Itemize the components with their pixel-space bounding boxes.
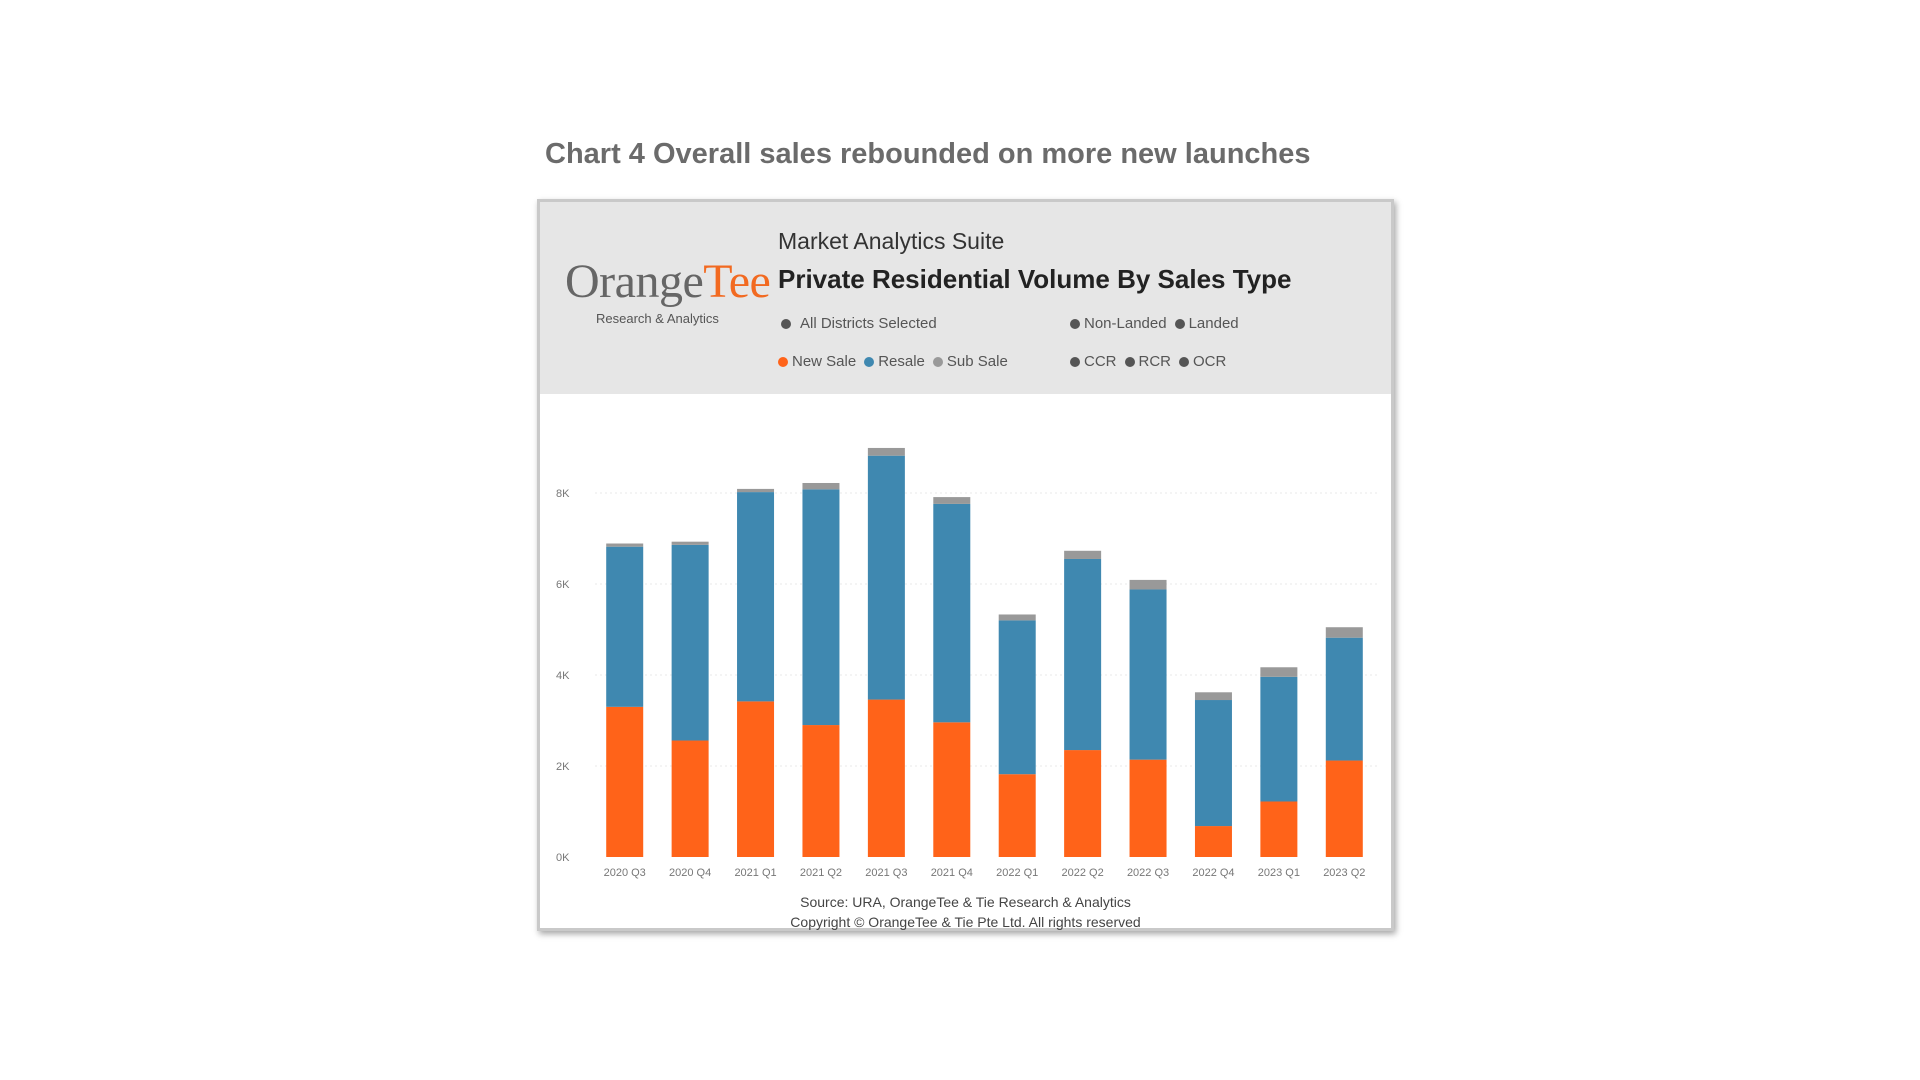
x-tick-label: 2021 Q2 bbox=[800, 867, 842, 879]
x-tick-label: 2021 Q4 bbox=[931, 867, 973, 879]
filter-ccr-dot-icon bbox=[1070, 356, 1080, 367]
bar-new-sale[interactable] bbox=[998, 774, 1036, 857]
x-tick-label: 2020 Q4 bbox=[669, 867, 711, 879]
chart-source: Source: URA, OrangeTee & Tie Research & … bbox=[540, 892, 1391, 932]
region-filter: CCR RCR OCR bbox=[1070, 353, 1234, 370]
filter-ocr-dot-icon bbox=[1179, 356, 1189, 367]
bar-sub-sale[interactable] bbox=[1064, 550, 1102, 559]
stacked-bar-chart: 0K 2K 4K 6K 8K 2020 Q3 2020 Q4 2021 Q1 2021 Q2 20… bbox=[556, 447, 1380, 879]
orangetee-logo: OrangeTee bbox=[565, 254, 771, 309]
bar-resale[interactable] bbox=[1260, 676, 1298, 802]
filter-ccr-label: CCR bbox=[1084, 353, 1117, 370]
bar-resale[interactable] bbox=[1325, 637, 1363, 761]
bar-resale[interactable] bbox=[1064, 558, 1102, 751]
filter-ocr-label: OCR bbox=[1193, 353, 1227, 370]
filter-non-landed[interactable]: Non-Landed bbox=[1070, 315, 1167, 332]
y-tick-label: 8K bbox=[556, 488, 570, 500]
bar-sub-sale[interactable] bbox=[737, 488, 775, 493]
chart-grid bbox=[595, 492, 1380, 767]
bar-resale[interactable] bbox=[998, 620, 1036, 775]
x-tick-label: 2023 Q1 bbox=[1258, 867, 1300, 879]
district-filter-label: All Districts Selected bbox=[800, 315, 937, 332]
chart-frame: OrangeTee Research & Analytics Market An… bbox=[537, 199, 1394, 931]
bar-resale[interactable] bbox=[737, 492, 775, 702]
bar-sub-sale[interactable] bbox=[1194, 692, 1232, 701]
legend-sub-sale-dot-icon bbox=[932, 356, 943, 367]
logo-accent-text: Tee bbox=[703, 255, 771, 308]
bar-new-sale[interactable] bbox=[671, 740, 709, 857]
filter-non-landed-label: Non-Landed bbox=[1084, 315, 1167, 332]
dashboard-banner: OrangeTee Research & Analytics Market An… bbox=[540, 202, 1391, 394]
bar-sub-sale[interactable] bbox=[671, 541, 709, 545]
bar-new-sale[interactable] bbox=[1260, 801, 1298, 857]
legend-resale-label: Resale bbox=[878, 353, 925, 370]
source-line: Source: URA, OrangeTee & Tie Research & … bbox=[800, 894, 1131, 910]
filter-ocr[interactable]: OCR bbox=[1179, 353, 1226, 370]
page-heading: Chart 4 Overall sales rebounded on more … bbox=[545, 138, 1311, 170]
filter-rcr[interactable]: RCR bbox=[1124, 353, 1172, 370]
bar-resale[interactable] bbox=[671, 544, 709, 741]
chart-bars bbox=[606, 447, 1363, 857]
filter-non-landed-dot-icon bbox=[1070, 318, 1080, 329]
legend-new-sale-label: New Sale bbox=[792, 353, 857, 370]
bar-sub-sale[interactable] bbox=[998, 614, 1036, 621]
bar-sub-sale[interactable] bbox=[1325, 627, 1363, 638]
bar-new-sale[interactable] bbox=[1194, 826, 1232, 857]
bar-sub-sale[interactable] bbox=[1260, 667, 1298, 677]
x-tick-label: 2022 Q3 bbox=[1127, 867, 1169, 879]
filter-ccr[interactable]: CCR bbox=[1070, 353, 1117, 370]
legend-new-sale[interactable]: New Sale bbox=[778, 353, 856, 370]
bar-sub-sale[interactable] bbox=[867, 447, 905, 456]
bar-new-sale[interactable] bbox=[1064, 750, 1102, 857]
logo-subtitle: Research & Analytics bbox=[596, 311, 719, 326]
bar-new-sale[interactable] bbox=[933, 722, 971, 857]
bar-resale[interactable] bbox=[867, 455, 905, 700]
filter-landed-dot-icon bbox=[1174, 318, 1185, 329]
legend-resale[interactable]: Resale bbox=[864, 353, 925, 370]
x-tick-label: 2022 Q4 bbox=[1192, 867, 1234, 879]
chart-labels: 0K 2K 4K 6K 8K 2020 Q3 2020 Q4 2021 Q1 2021 Q2 20… bbox=[556, 488, 1365, 879]
bar-resale[interactable] bbox=[1194, 700, 1232, 827]
bar-sub-sale[interactable] bbox=[802, 482, 840, 490]
filter-landed[interactable]: Landed bbox=[1174, 315, 1239, 332]
legend-resale-dot-icon bbox=[864, 356, 875, 367]
bar-sub-sale[interactable] bbox=[606, 543, 644, 547]
bar-sub-sale[interactable] bbox=[933, 497, 971, 504]
y-tick-label: 4K bbox=[556, 670, 570, 682]
bar-resale[interactable] bbox=[802, 489, 840, 726]
bar-new-sale[interactable] bbox=[737, 701, 775, 857]
legend-sub-sale[interactable]: Sub Sale bbox=[932, 353, 1008, 370]
y-tick-label: 6K bbox=[556, 579, 570, 591]
district-filter[interactable]: All Districts Selected bbox=[778, 315, 937, 332]
x-tick-label: 2021 Q3 bbox=[865, 867, 907, 879]
suite-title: Market Analytics Suite bbox=[778, 228, 1005, 254]
copyright-line: Copyright © OrangeTee & Tie Pte Ltd. All… bbox=[790, 914, 1141, 930]
bar-new-sale[interactable] bbox=[802, 725, 840, 857]
chart-title: Private Residential Volume By Sales Type bbox=[778, 264, 1292, 294]
y-tick-label: 0K bbox=[556, 852, 570, 864]
bar-resale[interactable] bbox=[606, 546, 644, 707]
bar-new-sale[interactable] bbox=[606, 706, 644, 857]
bar-new-sale[interactable] bbox=[1325, 760, 1363, 857]
bar-sub-sale[interactable] bbox=[1129, 579, 1167, 590]
sales-type-legend: New Sale Resale Sub Sale bbox=[778, 353, 1016, 370]
filter-landed-label: Landed bbox=[1188, 315, 1239, 332]
legend-new-sale-dot-icon bbox=[778, 356, 788, 367]
bar-new-sale[interactable] bbox=[1129, 759, 1167, 857]
x-tick-label: 2020 Q3 bbox=[604, 867, 646, 879]
x-tick-label: 2022 Q1 bbox=[996, 867, 1038, 879]
filter-rcr-label: RCR bbox=[1138, 353, 1172, 370]
property-type-filter: Non-Landed Landed bbox=[1070, 315, 1247, 332]
legend-sub-sale-label: Sub Sale bbox=[946, 353, 1008, 370]
bar-resale[interactable] bbox=[933, 503, 971, 723]
bar-resale[interactable] bbox=[1129, 589, 1167, 760]
x-tick-label: 2021 Q1 bbox=[734, 867, 776, 879]
bar-new-sale[interactable] bbox=[867, 699, 905, 857]
x-tick-label: 2023 Q2 bbox=[1323, 867, 1365, 879]
y-tick-label: 2K bbox=[556, 761, 570, 773]
logo-main-text: Orange bbox=[565, 255, 704, 308]
x-tick-label: 2022 Q2 bbox=[1062, 867, 1104, 879]
district-filter-dot-icon bbox=[781, 318, 791, 329]
filter-rcr-dot-icon bbox=[1124, 356, 1135, 367]
